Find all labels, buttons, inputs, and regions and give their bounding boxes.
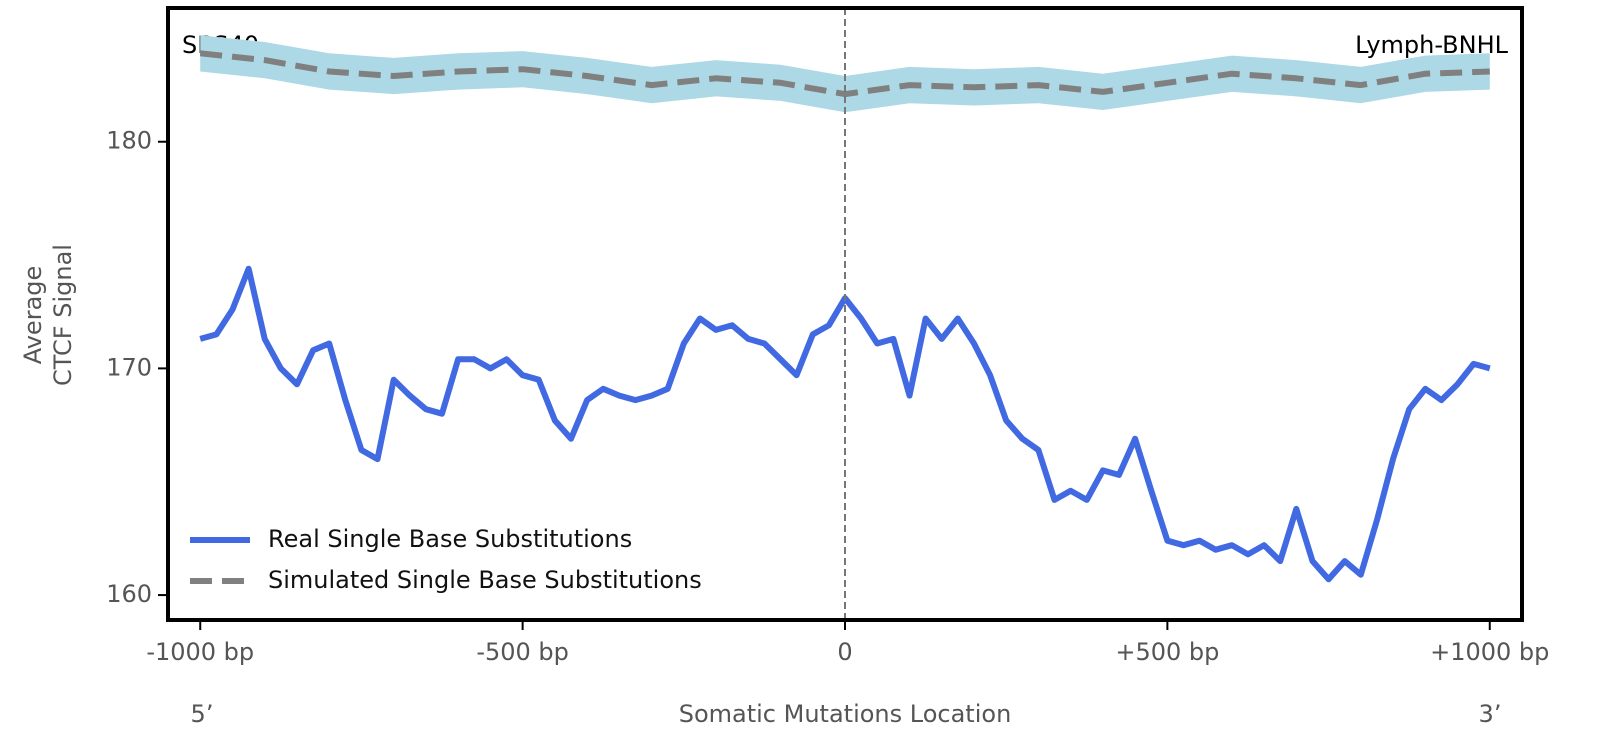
x-axis-label: Somatic Mutations Location [679,700,1012,728]
legend-label: Simulated Single Base Substitutions [268,566,702,594]
x-tick-label: +500 bp [1115,638,1219,666]
x-tick-label: 0 [837,638,852,666]
x-tick-label: -1000 bp [146,638,254,666]
confidence-band [200,35,1490,113]
x-tick-label: +1000 bp [1430,638,1549,666]
y-axis-label: Average [19,266,47,365]
x-tick-label: -500 bp [476,638,569,666]
annotation: 5’ [191,700,214,728]
y-tick-label: 160 [106,580,152,608]
y-tick-label: 170 [106,353,152,381]
legend-label: Real Single Base Substitutions [268,525,632,553]
y-axis-label: CTCF Signal [49,244,77,386]
plot-frame [166,6,1524,622]
series-line [199,50,1490,98]
annotation: 3’ [1479,700,1502,728]
y-tick-label: 180 [106,127,152,155]
